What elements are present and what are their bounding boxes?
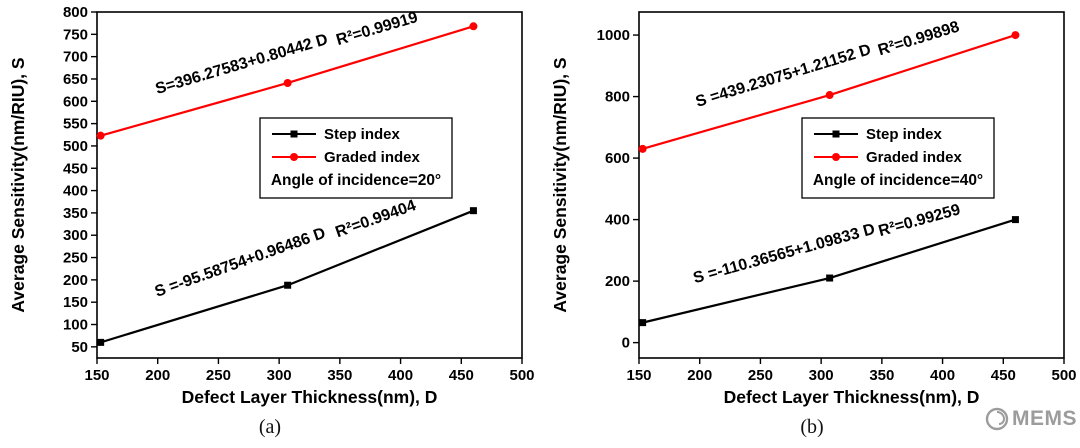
y-tick-label: 800 — [63, 4, 88, 21]
x-tick-label: 450 — [991, 367, 1016, 384]
legend-label: Graded index — [324, 149, 421, 166]
legend-label: Step index — [324, 126, 401, 143]
chart-b-figure: 150 200 250 300 350 400 450 500 0 200 400 600 800 100… — [550, 11, 1077, 407]
watermark-text: MEMS — [1012, 407, 1077, 430]
x-tick-label: 150 — [626, 367, 651, 384]
x-tick-label: 200 — [145, 367, 170, 384]
legend-note: Angle of incidence=40° — [813, 172, 983, 189]
legend-label: Graded index — [866, 149, 963, 166]
data-point-marker — [825, 91, 834, 100]
y-axis-title: Average Sensitivity(nm/RIU), S — [8, 57, 28, 312]
y-tick-label: 100 — [63, 317, 88, 334]
y-tick-label: 350 — [63, 205, 88, 222]
legend-marker-square — [290, 130, 298, 138]
x-tick-label: 300 — [809, 367, 834, 384]
data-point-marker — [638, 144, 647, 153]
x-tick-label: 400 — [930, 367, 955, 384]
legend-note: Angle of incidence=20° — [271, 172, 441, 189]
chart-b-caption: (b) — [800, 416, 824, 438]
x-tick-label: 250 — [748, 367, 773, 384]
y-tick-label: 500 — [63, 138, 88, 155]
data-point-marker — [639, 319, 647, 327]
y-tick-label: 650 — [63, 71, 88, 88]
y-tick-label: 200 — [63, 272, 88, 289]
x-tick-label: 450 — [449, 367, 474, 384]
chart-a-figure: 150 200 250 300 350 400 450 500 50 100 150 200 250 30… — [8, 4, 535, 407]
x-tick-label: 150 — [84, 367, 109, 384]
y-axis-title: Average Sensitivity(nm/RIU), S — [550, 57, 570, 312]
y-tick-label: 600 — [63, 93, 88, 110]
data-point-marker — [469, 22, 478, 31]
chart-a-panel: 150 200 250 300 350 400 450 500 50 100 150 200 250 30… — [2, 0, 538, 448]
data-point-marker — [469, 207, 477, 215]
data-point-marker — [96, 131, 105, 140]
x-tick-label: 350 — [869, 367, 894, 384]
x-axis-title: Defect Layer Thickness(nm), D — [724, 387, 980, 407]
y-tick-label: 150 — [63, 294, 88, 311]
data-point-marker — [1011, 31, 1020, 40]
y-tick-label: 600 — [605, 150, 630, 167]
x-tick-label: 500 — [509, 367, 534, 384]
data-point-marker — [826, 274, 834, 282]
legend-marker-square — [832, 130, 840, 138]
x-tick-label: 300 — [267, 367, 292, 384]
data-point-marker — [283, 78, 292, 87]
legend-marker-circle — [290, 153, 298, 161]
y-tick-label: 800 — [605, 89, 630, 106]
x-tick-label: 500 — [1051, 367, 1076, 384]
x-tick-label: 400 — [388, 367, 413, 384]
y-tick-label: 750 — [63, 26, 88, 43]
y-tick-label: 400 — [63, 183, 88, 200]
y-tick-label: 700 — [63, 49, 88, 66]
y-tick-label: 0 — [622, 335, 630, 352]
x-tick-label: 350 — [327, 367, 352, 384]
y-tick-label: 300 — [63, 227, 88, 244]
y-tick-label: 550 — [63, 116, 88, 133]
swirl-logo-icon — [985, 407, 1009, 431]
y-tick-label: 1000 — [597, 27, 630, 44]
x-tick-label: 200 — [687, 367, 712, 384]
data-point-marker — [97, 338, 105, 346]
chart-a-caption: (a) — [258, 416, 282, 438]
data-point-marker — [284, 281, 292, 289]
y-tick-label: 50 — [71, 339, 88, 356]
y-tick-label: 250 — [63, 250, 88, 267]
legend-marker-circle — [832, 153, 840, 161]
x-tick-label: 250 — [206, 367, 231, 384]
x-axis-title: Defect Layer Thickness(nm), D — [182, 387, 438, 407]
y-tick-label: 200 — [605, 273, 630, 290]
mems-watermark: MEMS — [984, 406, 1077, 432]
y-tick-label: 400 — [605, 212, 630, 229]
data-point-marker — [1011, 216, 1019, 224]
chart-b-panel: 150 200 250 300 350 400 450 500 0 200 400 600 800 100… — [544, 0, 1080, 448]
legend-label: Step index — [866, 126, 943, 143]
y-tick-label: 450 — [63, 160, 88, 177]
